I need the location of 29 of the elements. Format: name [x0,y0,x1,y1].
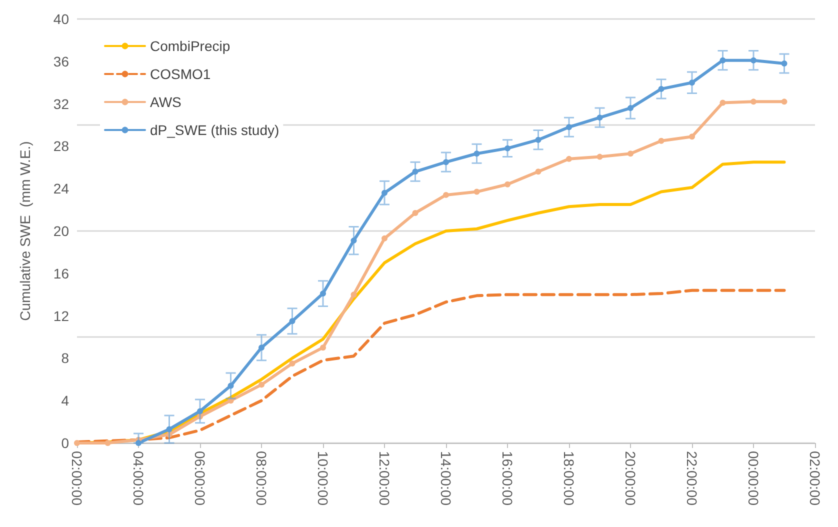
y-tick-label: 12 [53,308,70,324]
y-tick-label: 36 [53,53,70,70]
x-tick-label: 02:00:00 [807,451,823,506]
x-tick-label: 12:00:00 [376,451,392,506]
x-tick-label: 14:00:00 [438,451,454,506]
x-tick-label: 18:00:00 [561,451,577,506]
x-tick-label: 10:00:00 [315,451,331,506]
x-tick-label: 00:00:00 [746,451,762,506]
y-tick-label: 4 [61,392,70,409]
legend-label: COSMO1 [150,66,211,82]
x-tick-label: 06:00:00 [192,451,208,506]
x-tick-label: 22:00:00 [684,451,700,506]
y-axis-title: Cumulative SWE (mm W.E.) [17,141,33,321]
x-tick-label: 02:00:00 [69,451,85,506]
y-tick-label: 28 [53,138,70,154]
legend-label: CombiPrecip [150,38,230,54]
x-tick-label: 08:00:00 [254,451,270,506]
y-tick-label: 8 [61,350,70,366]
y-tick-label: 20 [53,223,70,239]
y-tick-label: 24 [53,180,70,197]
y-tick-label: 32 [53,96,70,112]
legend-label: AWS [150,94,182,110]
x-tick-label: 04:00:00 [130,451,146,506]
x-tick-label: 16:00:00 [500,451,516,506]
y-tick-label: 0 [61,435,70,451]
legend-label: dP_SWE (this study) [150,122,280,138]
y-tick-label: 40 [53,11,70,27]
x-tick-label: 20:00:00 [622,451,638,506]
y-tick-label: 16 [53,265,70,282]
